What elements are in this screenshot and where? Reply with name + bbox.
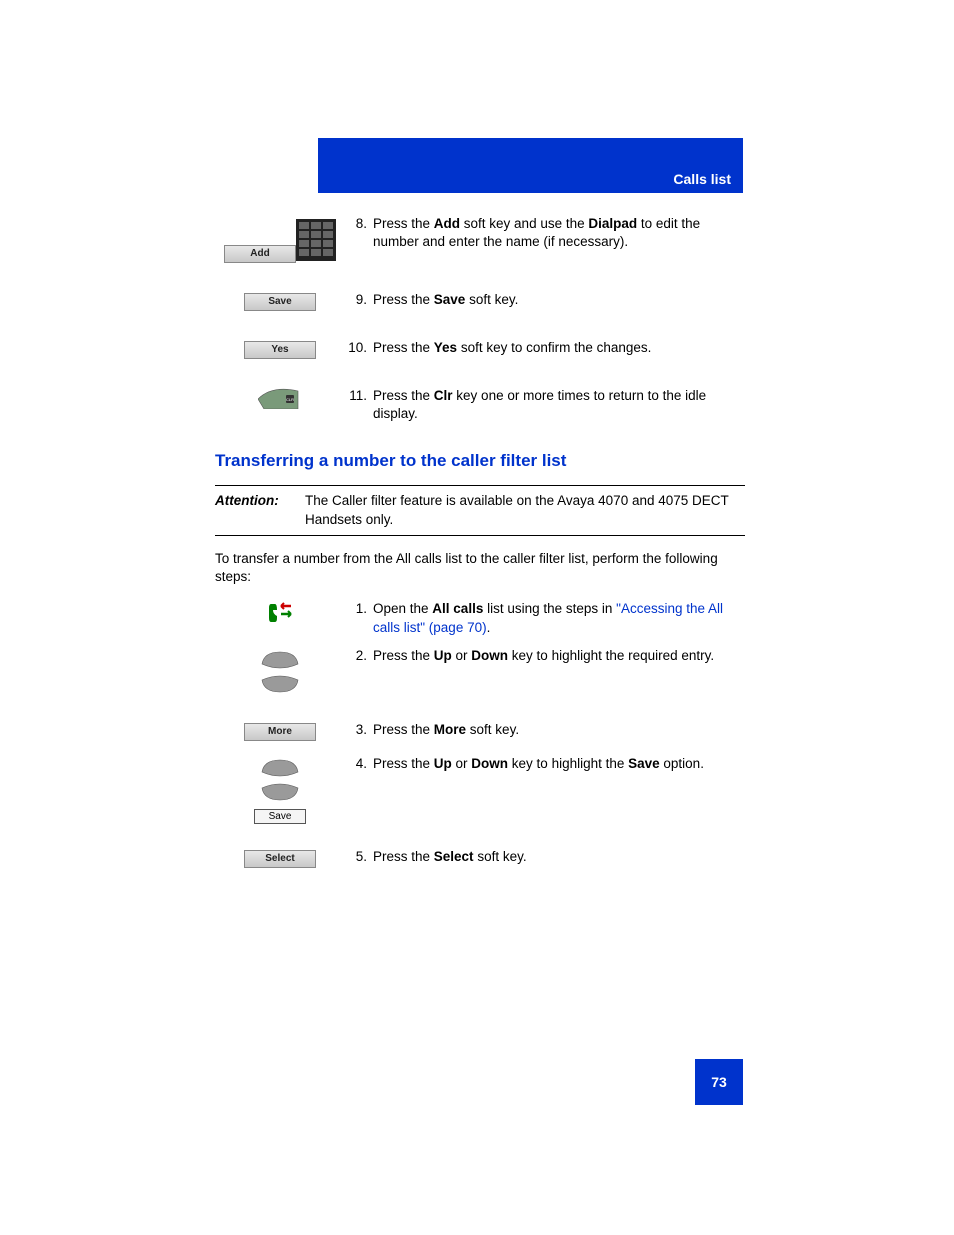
calls-list-icon [267,602,293,629]
step-icon-col: Save [215,755,345,824]
rule-top [215,485,745,486]
step-icon-col [215,647,345,697]
step-row: More 3. Press the More soft key. [215,721,745,745]
attention-text: The Caller filter feature is available o… [305,492,745,528]
nav-up-icon [258,649,302,671]
step-icon-col: Yes [215,339,345,363]
step-number: 3. [345,721,373,739]
step-text: Press the Save soft key. [373,291,745,309]
step-text: Press the Add soft key and use the Dialp… [373,215,745,251]
clr-key-icon: CLR [258,387,302,409]
nav-down-icon [258,673,302,695]
step-number: 2. [345,647,373,665]
attention-label: Attention: [215,492,305,528]
section-heading: Transferring a number to the caller filt… [215,451,745,471]
step-text: Press the Up or Down key to highlight th… [373,755,745,773]
step-text: Press the More soft key. [373,721,745,739]
step-text: Press the Clr key one or more times to r… [373,387,745,423]
rule-bottom [215,535,745,536]
step-number: 8. [345,215,373,233]
step-text: Press the Select soft key. [373,848,745,866]
step-row: Select 5. Press the Select soft key. [215,848,745,872]
step-icon-col: More [215,721,345,745]
step-icon-col [215,600,345,631]
step-row: Save 4. Press the Up or Down key to high… [215,755,745,824]
more-softkey: More [244,723,316,741]
step-number: 9. [345,291,373,309]
select-softkey: Select [244,850,316,868]
step-row: Add 8. Press the Add soft key and use th… [215,215,745,267]
step-icon-col: CLR [215,387,345,414]
step-row: Yes 10. Press the Yes soft key to confir… [215,339,745,363]
step-row: 1. Open the All calls list using the ste… [215,600,745,636]
attention-block: Attention: The Caller filter feature is … [215,492,745,528]
cross-reference-link[interactable]: "Accessing the All calls list" (page 70) [373,601,723,634]
save-softkey: Save [244,293,316,311]
yes-softkey: Yes [244,341,316,359]
step-number: 1. [345,600,373,618]
bottom-steps: 1. Open the All calls list using the ste… [215,600,745,871]
page-number: 73 [695,1059,743,1105]
dialpad-icon [296,219,336,261]
content-area: Add 8. Press the Add soft key and use th… [215,215,745,882]
save-option: Save [254,809,307,824]
step-number: 10. [345,339,373,357]
step-text: Press the Up or Down key to highlight th… [373,647,745,665]
step-icon-col: Add [215,215,345,267]
page: Calls list Add 8. Press the Add soft key… [0,0,954,1235]
step-row: CLR 11. Press the Clr key one or more ti… [215,387,745,423]
add-softkey: Add [224,245,296,263]
step-number: 5. [345,848,373,866]
header-bar: Calls list [318,138,743,193]
step-row: 2. Press the Up or Down key to highlight… [215,647,745,697]
step-icon-col: Save [215,291,345,315]
step-text: Open the All calls list using the steps … [373,600,745,636]
step-row: Save 9. Press the Save soft key. [215,291,745,315]
nav-down-icon [258,781,302,803]
step-number: 4. [345,755,373,773]
step-text: Press the Yes soft key to confirm the ch… [373,339,745,357]
step-icon-col: Select [215,848,345,872]
intro-text: To transfer a number from the All calls … [215,550,745,586]
svg-text:CLR: CLR [286,397,294,402]
page-number-text: 73 [711,1074,727,1090]
nav-up-icon [258,757,302,779]
header-title: Calls list [673,171,731,187]
top-steps: Add 8. Press the Add soft key and use th… [215,215,745,423]
step-number: 11. [345,387,373,405]
